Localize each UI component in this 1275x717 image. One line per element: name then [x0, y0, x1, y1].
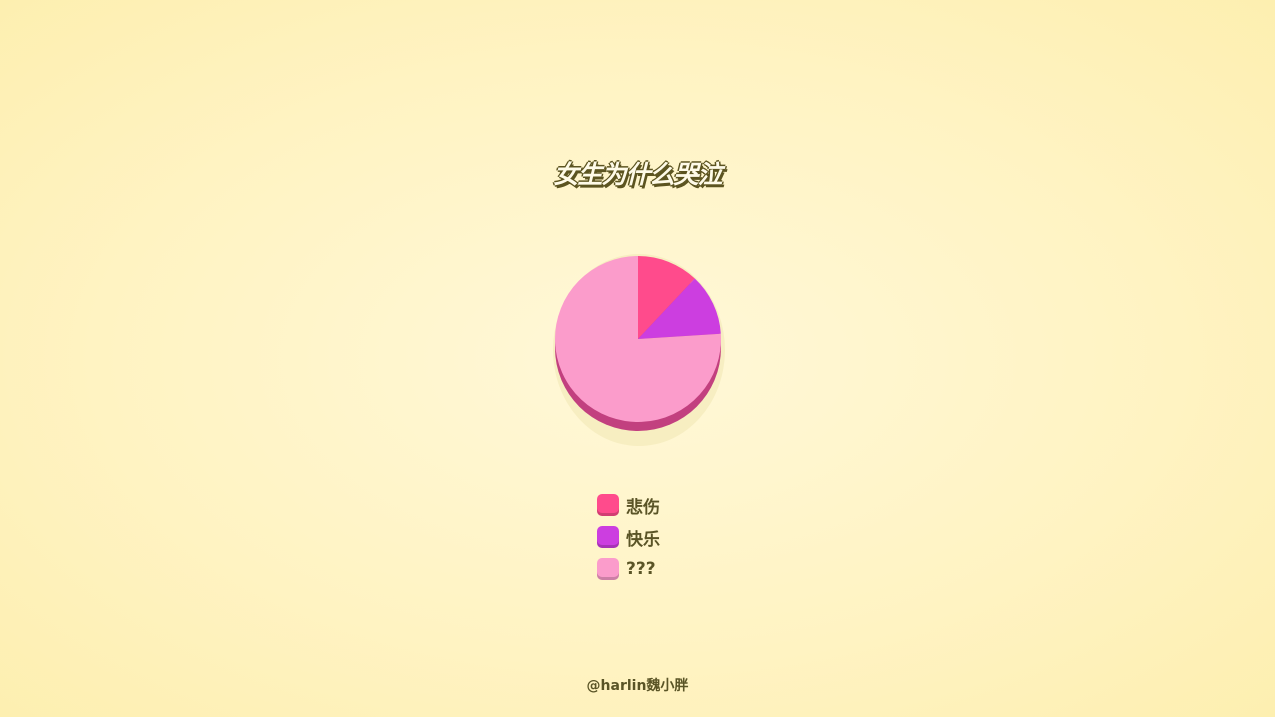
legend: 悲伤 快乐 ???	[597, 489, 660, 585]
chart-title: 女生为什么哭泣	[553, 160, 722, 189]
legend-item[interactable]: 悲伤	[597, 489, 660, 521]
legend-swatch	[597, 494, 619, 516]
legend-item[interactable]: 快乐	[597, 521, 660, 553]
legend-label: 悲伤	[626, 497, 660, 518]
legend-swatch	[597, 526, 619, 548]
legend-label: ???	[626, 559, 656, 579]
pie-slice-1[interactable]	[638, 278, 721, 339]
credit-text: @harlin魏小胖	[586, 678, 689, 694]
pie-chart	[553, 254, 725, 446]
pie-slice-2[interactable]	[555, 256, 721, 422]
pie-slice-0[interactable]	[638, 256, 695, 339]
legend-swatch	[597, 558, 619, 580]
legend-item[interactable]: ???	[597, 553, 660, 585]
legend-label: 快乐	[626, 529, 660, 550]
